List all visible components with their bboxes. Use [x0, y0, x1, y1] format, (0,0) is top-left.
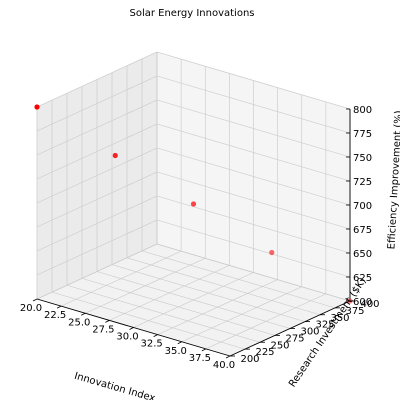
x-tick-label: 40.0	[213, 360, 235, 371]
data-point	[112, 152, 118, 159]
gridline-x-floor	[157, 279, 278, 335]
x-tick-mark	[177, 341, 182, 345]
x-tick-mark	[153, 334, 158, 337]
y-tick-label: 350	[330, 313, 349, 324]
chart-tick-labels: 20.0 200 600 22.5 225 625 25.0 250 650 27.5 275 675…	[20, 105, 380, 371]
x-tick-label: 27.5	[92, 324, 114, 335]
gridline-y-floor	[96, 271, 291, 329]
y-tick-label: 225	[255, 347, 274, 358]
x-tick-label: 22.5	[44, 310, 66, 321]
z-tick-label: 650	[353, 249, 372, 260]
gridline-z-back	[156, 51, 351, 110]
z-tick-label: 600	[353, 297, 372, 308]
x-tick-label: 37.5	[189, 353, 211, 364]
gridline-y-floor	[111, 264, 306, 322]
z-tick-label: 625	[353, 273, 372, 284]
chart-points	[34, 104, 353, 304]
data-point	[347, 298, 353, 304]
y-tick-label: 275	[285, 333, 304, 344]
data-point	[269, 249, 275, 256]
z-tick-label: 725	[353, 177, 372, 188]
z-tick-label: 775	[353, 129, 372, 140]
chart-gridlines	[36, 51, 351, 357]
y-tick-label: 375	[345, 306, 364, 317]
x-tick-mark	[129, 327, 134, 330]
data-point	[34, 104, 40, 110]
gridline-x-floor	[181, 286, 302, 343]
gridline-y-floor	[141, 250, 336, 309]
gridline-z-left	[36, 51, 158, 108]
gridline-y-floor	[156, 243, 351, 302]
z-axis-label: Efficiency Improvement (%)	[386, 110, 400, 250]
gridline-x-floor	[205, 293, 326, 350]
gridline-y-floor	[126, 257, 321, 316]
x-tick-mark	[225, 355, 231, 359]
gridline-z-back	[156, 147, 351, 206]
y-tick-label: 325	[315, 320, 334, 331]
z-tick-label: 675	[353, 225, 372, 236]
gridline-z-left	[36, 123, 158, 180]
x-tick-mark	[105, 320, 110, 323]
z-tick-label: 700	[353, 201, 372, 212]
x-tick-mark	[81, 312, 86, 316]
x-tick-mark	[32, 298, 38, 302]
x-axis-label: Innovation Index	[73, 371, 157, 400]
gridline-z-left	[36, 75, 158, 132]
gridline-z-back	[156, 123, 351, 182]
z-tick-label: 800	[353, 105, 372, 116]
gridline-z-left	[36, 147, 158, 204]
data-point	[190, 201, 197, 207]
gridline-z-left	[36, 99, 158, 156]
y-tick-label: 250	[270, 340, 289, 351]
x-tick-label: 35.0	[165, 346, 187, 357]
gridline-z-back	[156, 99, 351, 158]
z-tick-label: 750	[353, 153, 372, 164]
x-tick-mark	[201, 348, 207, 352]
gridline-z-back	[156, 75, 351, 134]
y-tick-label: 200	[240, 354, 259, 365]
x-tick-label: 30.0	[116, 332, 138, 343]
x-tick-label: 20.0	[20, 303, 42, 314]
chart-title: Solar Energy Innovations	[129, 8, 254, 19]
y-tick-label: 300	[300, 327, 319, 338]
x-tick-mark	[56, 305, 62, 309]
y-tick-label: 400	[360, 299, 379, 310]
x-tick-label: 25.0	[68, 317, 90, 328]
x-tick-label: 32.5	[140, 339, 162, 350]
